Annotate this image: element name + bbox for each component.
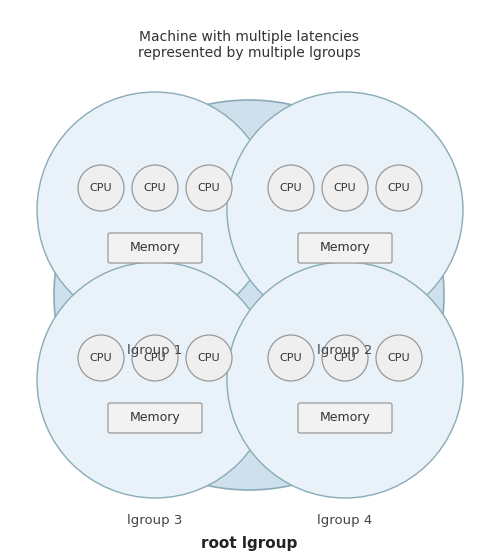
Text: lgroup 3: lgroup 3 [127,514,183,527]
Text: CPU: CPU [144,183,166,193]
Circle shape [186,335,232,381]
Circle shape [376,335,422,381]
Circle shape [54,100,444,490]
FancyBboxPatch shape [108,233,202,263]
FancyBboxPatch shape [108,403,202,433]
Text: Memory: Memory [320,411,371,424]
Circle shape [268,335,314,381]
Text: CPU: CPU [334,183,356,193]
Text: CPU: CPU [387,183,410,193]
Circle shape [322,335,368,381]
Text: Memory: Memory [129,241,180,254]
FancyBboxPatch shape [298,403,392,433]
Text: root lgroup: root lgroup [201,536,297,551]
Text: CPU: CPU [280,353,302,363]
Circle shape [227,92,463,328]
Text: Memory: Memory [320,241,371,254]
Text: CPU: CPU [280,183,302,193]
Circle shape [37,262,273,498]
Circle shape [322,165,368,211]
Text: CPU: CPU [90,183,113,193]
Text: CPU: CPU [387,353,410,363]
Circle shape [78,165,124,211]
Text: CPU: CPU [198,353,220,363]
Circle shape [37,92,273,328]
Text: CPU: CPU [90,353,113,363]
Text: Machine with multiple latencies
represented by multiple lgroups: Machine with multiple latencies represen… [137,30,361,60]
Text: lgroup 1: lgroup 1 [127,344,183,357]
Text: CPU: CPU [334,353,356,363]
Text: lgroup 4: lgroup 4 [317,514,373,527]
Text: CPU: CPU [144,353,166,363]
Circle shape [227,262,463,498]
Text: CPU: CPU [198,183,220,193]
FancyBboxPatch shape [298,233,392,263]
Circle shape [132,165,178,211]
Circle shape [78,335,124,381]
Circle shape [268,165,314,211]
Circle shape [376,165,422,211]
Circle shape [186,165,232,211]
Circle shape [132,335,178,381]
Text: lgroup 2: lgroup 2 [317,344,373,357]
Text: Memory: Memory [129,411,180,424]
